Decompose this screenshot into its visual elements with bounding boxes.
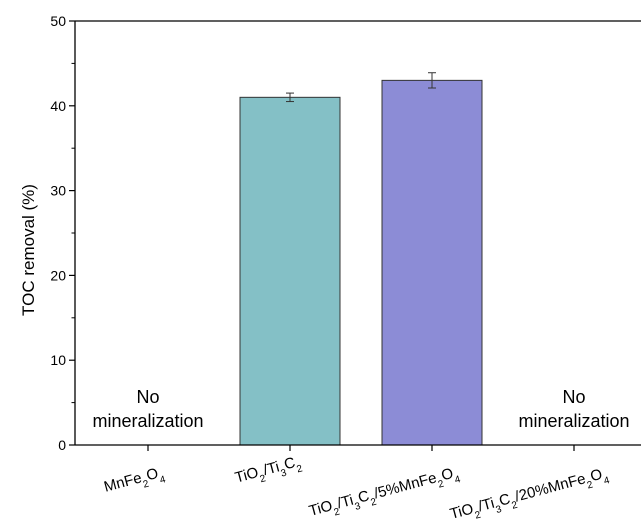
y-tick-label: 0 bbox=[58, 437, 66, 453]
y-tick-label: 20 bbox=[50, 267, 66, 283]
x-tick-label: MnFe2O4 bbox=[102, 463, 167, 500]
no-mineralization-label: No mineralization bbox=[92, 387, 203, 431]
annotations: No mineralization No mineralization bbox=[92, 387, 629, 431]
x-tick-label: TiO2/Ti3C2/20%MnFe2O4 bbox=[448, 464, 611, 527]
x-axis: MnFe2O4 TiO2/Ti3C2TiO2/Ti3C2/5%MnFe2O4TiO… bbox=[75, 444, 641, 527]
no-mineralization-label: No mineralization bbox=[518, 387, 629, 431]
y-tick-label: 50 bbox=[50, 13, 66, 29]
y-tick-label: 30 bbox=[50, 183, 66, 199]
y-axis: 0 10 20 30 40 50 bbox=[50, 13, 76, 453]
bar bbox=[381, 79, 483, 446]
x-tick-label: TiO2/Ti3C2/5%MnFe2O4 bbox=[307, 463, 462, 524]
y-axis-title: TOC removal (%) bbox=[19, 184, 38, 316]
y-tick-label: 40 bbox=[50, 98, 66, 114]
error-bars bbox=[286, 72, 436, 103]
bars bbox=[239, 79, 483, 446]
x-tick-label: TiO2/Ti3C2 bbox=[233, 453, 304, 491]
y-tick-label: 10 bbox=[50, 352, 66, 368]
bar bbox=[239, 96, 341, 446]
